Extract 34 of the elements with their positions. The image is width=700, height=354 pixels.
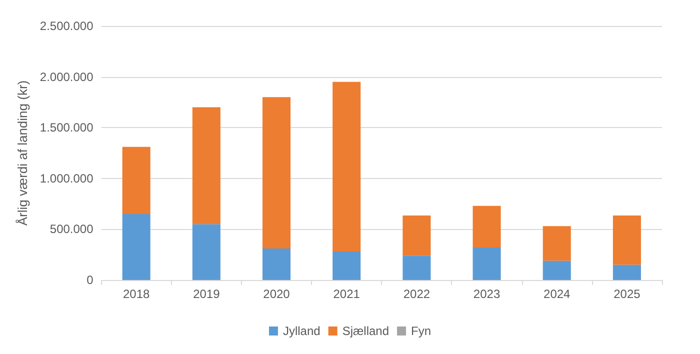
bar — [122, 146, 150, 214]
x-tick-label: 2021 — [333, 287, 360, 301]
x-tick-label: 2024 — [544, 287, 571, 301]
legend-label: Sjælland — [342, 324, 390, 338]
y-tick-label: 1.500.000 — [40, 120, 94, 135]
y-tick-label: 1.000.000 — [40, 171, 94, 186]
y-tick-label: 2.500.000 — [40, 19, 94, 33]
legend-label: Fyn — [411, 324, 432, 338]
x-tick-label: 2022 — [403, 287, 430, 301]
bar — [542, 260, 571, 280]
bar — [472, 247, 501, 280]
bar — [332, 252, 361, 280]
x-tick-label: 2018 — [122, 287, 150, 301]
x-tick-label: 2020 — [263, 287, 290, 301]
bar — [122, 214, 150, 280]
y-axis-title: Årlig værdi af landing (kr) — [15, 80, 30, 226]
bar — [542, 226, 571, 261]
bar — [612, 264, 641, 280]
bar — [402, 215, 431, 256]
x-tick-label: 2019 — [193, 287, 220, 301]
bar — [612, 215, 641, 265]
bar — [262, 248, 291, 280]
bar — [332, 82, 361, 252]
x-tick-label: 2025 — [614, 287, 641, 301]
bar — [472, 206, 501, 248]
y-tick-label: 2.000.000 — [40, 70, 94, 84]
bar — [402, 256, 431, 280]
bar — [192, 107, 220, 224]
bar — [192, 224, 220, 280]
x-tick-label: 2023 — [473, 287, 500, 301]
bar — [262, 97, 291, 249]
legend-label: Jylland — [282, 324, 320, 338]
y-tick-label: 0 — [86, 273, 94, 287]
y-tick-label: 500.000 — [50, 222, 94, 236]
